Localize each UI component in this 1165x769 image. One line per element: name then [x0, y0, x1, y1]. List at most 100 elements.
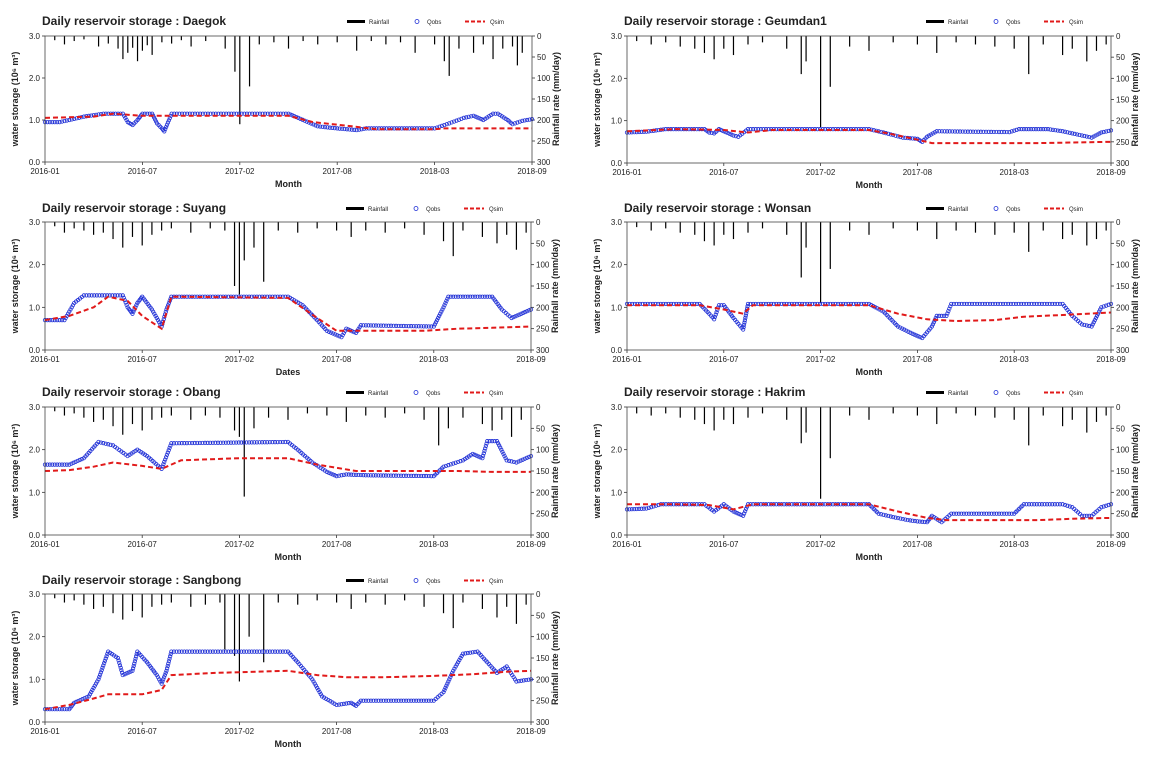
rainfall-bar [151, 36, 153, 55]
qobs-point [197, 440, 202, 446]
qobs-point [205, 440, 210, 445]
qobs-point [259, 649, 265, 654]
rainfall-bar [297, 594, 299, 605]
qobs-point [153, 313, 158, 318]
qobs-point [497, 443, 502, 448]
rainfall-bar [243, 407, 245, 497]
rainfall-bar [747, 36, 749, 45]
qobs-point [524, 455, 529, 460]
qobs-point [1099, 305, 1104, 310]
rainfall-bar [302, 36, 304, 42]
qobs-point [477, 116, 482, 121]
qobs-point [47, 120, 52, 125]
qobs-point [968, 129, 973, 134]
qobs-point [742, 511, 747, 516]
qobs-point [134, 654, 139, 659]
qobs-point [103, 441, 108, 446]
rainfall-bar [190, 594, 192, 607]
qobs-point [96, 439, 101, 445]
qobs-point [485, 294, 490, 299]
qobs-point [391, 473, 396, 478]
qobs-point [45, 462, 50, 467]
qobs-point [998, 301, 1003, 307]
qobs-point [208, 440, 213, 445]
qobs-point [1047, 502, 1052, 507]
qobs-point [464, 115, 469, 120]
qobs-point [510, 122, 515, 127]
qobs-point [1082, 133, 1087, 139]
qobs-point [290, 113, 295, 118]
qobs-point [1065, 130, 1070, 135]
qobs-point [192, 440, 197, 446]
rainfall-bar [1071, 222, 1073, 235]
rainfall-bar [190, 222, 192, 233]
rainfall-bar [356, 36, 358, 51]
qobs-point [336, 702, 342, 707]
qobs-point [727, 131, 732, 136]
qobs-point [512, 121, 518, 126]
qobs-point [900, 326, 905, 331]
y-tick-label: 3.0 [29, 403, 41, 412]
qobs-point [900, 516, 905, 522]
qobs-point [411, 324, 416, 329]
qobs-point [1029, 502, 1034, 507]
qobs-point [396, 698, 401, 703]
rainfall-bar [694, 222, 696, 235]
qobs-point [361, 698, 366, 703]
rainfall-bar [462, 222, 464, 231]
qobs-point [436, 315, 441, 321]
qobs-point [95, 679, 100, 684]
qobs-point [363, 323, 369, 328]
qobs-point [453, 460, 458, 465]
qobs-point [514, 679, 519, 684]
qobs-point [71, 460, 76, 465]
qobs-point [475, 115, 480, 120]
rainfall-bar [916, 407, 918, 416]
qobs-point [917, 519, 922, 524]
qobs-point [50, 462, 55, 467]
qobs-point [169, 441, 174, 446]
rainfall-bar [1105, 36, 1107, 45]
rainfall-bar [510, 407, 513, 437]
qobs-point [941, 313, 947, 318]
rainfall-bar [1028, 36, 1030, 75]
rainfall-bar [447, 407, 449, 429]
qobs-point [937, 129, 942, 134]
qobs-point [1045, 127, 1051, 132]
qsim-line [627, 503, 1112, 522]
qobs-point [391, 698, 396, 703]
rainfall-bar [54, 222, 56, 227]
qobs-point [371, 323, 376, 328]
qobs-point [177, 111, 182, 116]
qobs-point [712, 317, 717, 322]
qobs-point [991, 129, 996, 135]
qobs-point [381, 473, 386, 478]
qobs-point [247, 649, 252, 654]
qobs-point [272, 440, 278, 445]
rainfall-bar [1013, 407, 1015, 420]
qobs-point [62, 707, 67, 712]
qobs-point [134, 303, 139, 308]
qobs-point [978, 129, 983, 134]
qobs-point [1101, 304, 1106, 309]
qobs-point [290, 297, 295, 302]
legend-qobs-swatch [993, 206, 999, 211]
rainfall-bar [703, 407, 706, 425]
qobs-point [471, 113, 476, 118]
rainfall-bar [1042, 222, 1044, 231]
qobs-point [103, 656, 108, 661]
rainfall-bar [452, 594, 454, 629]
qobs-point [459, 116, 464, 121]
qobs-point [411, 698, 416, 703]
legend-rainfall-label: Rainfall [369, 20, 389, 26]
qobs-point [1104, 503, 1109, 508]
qobs-point [215, 649, 221, 654]
qobs-point [981, 129, 986, 134]
x-tick-label: 2017-08 [903, 168, 933, 177]
qobs-point [62, 462, 67, 467]
qobs-point [930, 322, 935, 327]
qobs-point [1004, 511, 1009, 516]
qobs-point [954, 301, 959, 307]
qobs-point [132, 659, 138, 664]
